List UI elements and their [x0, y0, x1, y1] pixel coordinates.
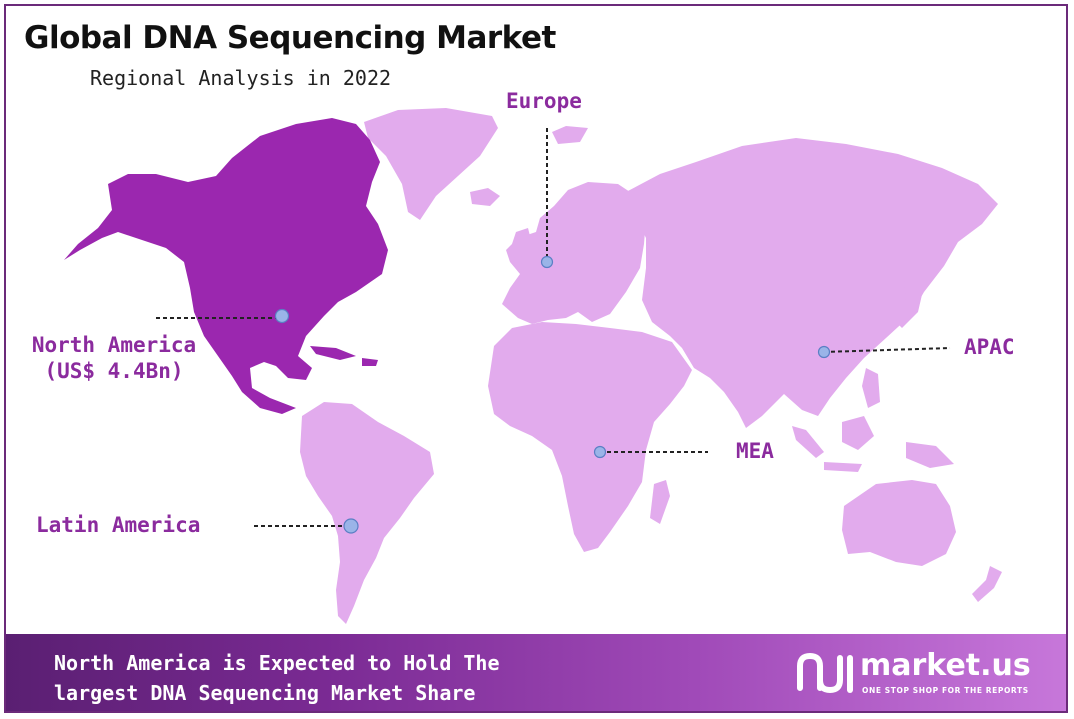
footer-banner: North America is Expected to Hold The la… — [6, 634, 1066, 711]
brand-logo-icon — [797, 652, 853, 694]
brand-tagline: ONE STOP SHOP FOR THE REPORTS — [862, 686, 1029, 695]
iceland-shape — [470, 188, 500, 206]
japan-shape — [894, 268, 924, 328]
philippines-shape — [862, 368, 880, 408]
mea-marker — [593, 445, 607, 459]
north-america-marker — [274, 308, 290, 324]
north-america-shape — [64, 118, 388, 414]
footer-line-1: North America is Expected to Hold The — [54, 651, 500, 675]
apac-shape — [626, 138, 998, 428]
madagascar-shape — [650, 480, 670, 524]
hispaniola-shape — [362, 358, 378, 366]
new-guinea-shape — [906, 442, 954, 468]
latin-america-label: Latin America — [36, 513, 201, 537]
java-shape — [824, 462, 862, 472]
north-america-name: North America — [31, 333, 197, 357]
mea-label: MEA — [736, 439, 774, 463]
new-zealand-shape — [972, 566, 1002, 602]
svalbard-shape — [552, 126, 588, 144]
europe-shape — [502, 182, 646, 324]
footer-line-2: largest DNA Sequencing Market Share — [54, 681, 476, 705]
latin-america-marker — [343, 518, 359, 534]
apac-label: APAC — [964, 335, 1015, 359]
north-america-label: North America (US$ 4.4Bn) — [14, 332, 214, 384]
page-title: Global DNA Sequencing Market — [24, 20, 556, 56]
sumatra-shape — [792, 426, 824, 458]
apac-marker — [817, 345, 831, 359]
australia-shape — [842, 480, 956, 566]
uk-shape — [512, 228, 532, 258]
borneo-shape — [842, 416, 874, 450]
infographic-frame: Global DNA Sequencing Market Regional An… — [4, 4, 1068, 713]
europe-marker — [540, 255, 554, 269]
brand-name: market.us — [860, 648, 1031, 683]
apac-leader-line — [823, 347, 951, 353]
latin-america-shape — [300, 402, 434, 624]
europe-label: Europe — [506, 89, 582, 113]
footer-text: North America is Expected to Hold The la… — [54, 648, 500, 708]
world-map — [64, 108, 1002, 624]
brand-logo: market.us ONE STOP SHOP FOR THE REPORTS — [794, 648, 1044, 698]
page-subtitle: Regional Analysis in 2022 — [90, 66, 392, 90]
mea-shape — [488, 322, 692, 552]
north-america-value: (US$ 4.4Bn) — [44, 359, 184, 383]
greenland-shape — [364, 108, 498, 220]
cuba-shape — [310, 346, 356, 360]
